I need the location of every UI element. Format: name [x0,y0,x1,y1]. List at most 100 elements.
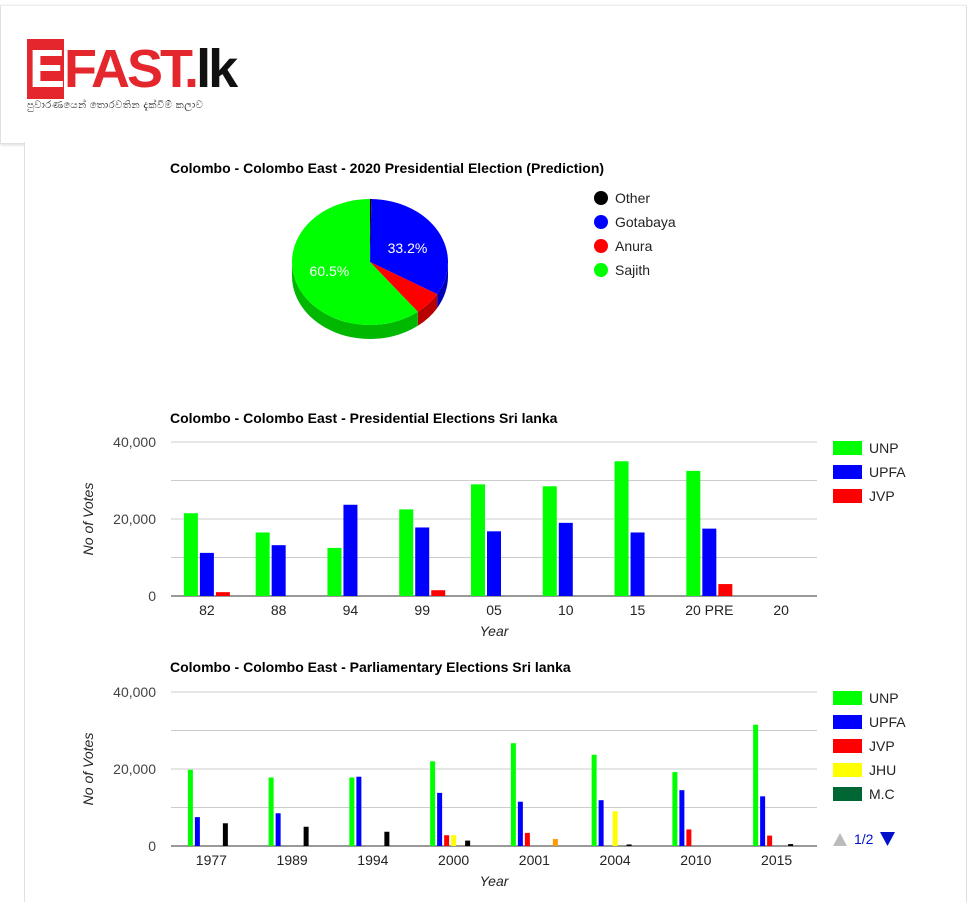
y-tick-label: 0 [148,838,156,854]
bar-upfa-1994 [356,776,362,846]
legend-swatch-anura [594,239,608,253]
x-tick-label-2000: 2000 [438,852,469,868]
bar-upfa-15 [630,532,645,596]
presidential-legend: UNP UPFA JVP [833,440,906,504]
efast-logo[interactable]: EFAST.lk පුවාරණයෙන් තොරවතින දැක්වීම් කලා… [27,39,238,111]
legend-label-gotabaya: Gotabaya [615,214,676,230]
bar-other-2015 [788,844,794,846]
pie-slice-sajith [292,199,418,325]
presidential-bar-chart: Colombo - Colombo East - Presidential El… [80,410,906,639]
x-tick-label-94: 94 [343,602,359,618]
bar-other-1977 [222,823,228,846]
x-tick-label-20: 20 [773,602,789,618]
bar-unp-05 [471,484,485,596]
bar-other-1989 [303,826,309,846]
legend-pager: 1/2 [833,831,895,847]
pie-body: 33.2% 60.5% [292,199,449,340]
bar-jvp-2000 [444,835,450,846]
x-tick-label-05: 05 [486,602,502,618]
bar-unp-20-pre [686,470,701,596]
bar-upfa-2004 [598,800,604,846]
bar-unp-2015 [753,724,759,846]
bar-upfa-10 [558,522,573,596]
bar-unp-15 [614,461,629,596]
legend-swatch-jhu [833,763,862,777]
logo-wordmark: EFAST.lk [27,39,238,99]
pie-slice-other [370,199,372,262]
x-tick-label-1977: 1977 [196,852,227,868]
bar-other-2001 [552,839,558,846]
legend-label-unp: UNP [869,690,899,706]
bar-unp-1994 [349,777,355,846]
legend-page-indicator: 1/2 [854,831,874,847]
bar-unp-2004 [591,754,597,846]
x-tick-label-2001: 2001 [519,852,550,868]
parliamentary-chart-title: Colombo - Colombo East - Parliamentary E… [170,659,571,675]
x-tick-label-82: 82 [199,602,215,618]
presidential-y-axis-label: No of Votes [80,483,96,556]
bar-jvp-20-pre [718,584,733,596]
pie-legend: Other Gotabaya Anura Sajith [594,190,676,278]
x-tick-label-20-pre: 20 PRE [685,602,733,618]
legend-label-sajith: Sajith [615,262,650,278]
x-tick-label-2010: 2010 [680,852,711,868]
bar-unp-1977 [187,769,193,846]
x-tick-label-2015: 2015 [761,852,792,868]
legend-swatch-unp [833,691,862,705]
parliamentary-bar-chart: Colombo - Colombo East - Parliamentary E… [80,659,906,889]
bar-upfa-2000 [437,792,443,846]
bar-upfa-2001 [517,801,523,846]
legend-swatch-jvp [833,489,862,503]
parliamentary-bars [187,724,794,846]
bar-upfa-05 [487,531,501,596]
x-tick-label-88: 88 [271,602,287,618]
bar-other-2000 [465,840,471,846]
bar-other-1994 [384,831,390,846]
x-tick-label-2004: 2004 [600,852,631,868]
bar-unp-99 [399,509,414,596]
legend-swatch-upfa [833,465,862,479]
legend-label-jhu: JHU [869,762,896,778]
bar-jvp-99 [431,590,446,596]
parliamentary-legend: UNP UPFA JVP JHU M.C [833,690,906,802]
bar-jvp-2010 [686,829,692,846]
legend-label-other: Other [615,190,650,206]
parliamentary-y-axis-label: No of Votes [80,733,96,806]
legend-swatch-sajith [594,263,608,277]
bar-unp-2001 [510,743,516,846]
y-tick-label: 40,000 [113,434,156,450]
legend-page-up-icon[interactable] [833,833,847,846]
y-tick-label: 0 [148,588,156,604]
legend-label-jvp: JVP [869,738,895,754]
pie-slice-gotabaya [370,199,449,295]
bar-jhu-2000 [451,835,457,846]
bar-upfa-94 [343,504,358,596]
logo-tagline: පුවාරණයෙන් තොරවතින දැක්වීම් කලාව [27,100,204,111]
legend-page-down-icon[interactable] [880,832,895,846]
content-panel [24,142,967,902]
bar-upfa-1989 [275,813,281,846]
presidential-y-ticks: 0 20,000 40,000 [113,434,156,604]
y-tick-label: 40,000 [113,684,156,700]
parliamentary-x-axis-label: Year [480,873,510,889]
bar-unp-2010 [672,772,678,846]
bar-jvp-2001 [524,832,530,846]
pie-chart: Colombo - Colombo East - 2020 Presidenti… [170,160,676,340]
pie-chart-title: Colombo - Colombo East - 2020 Presidenti… [170,160,604,176]
y-tick-label: 20,000 [113,761,156,777]
legend-label-unp: UNP [869,440,899,456]
pie-slice-label-gotabaya: 33.2% [388,240,428,256]
bar-other-2004 [626,844,632,846]
x-tick-label-99: 99 [414,602,430,618]
bar-unp-88 [255,532,270,596]
parliamentary-grid [171,691,817,847]
bar-unp-10 [542,486,557,596]
bar-unp-1989 [268,777,274,846]
legend-label-upfa: UPFA [869,714,906,730]
presidential-x-ticks: 82 88 94 99 05 10 15 20 PRE 20 [199,602,789,618]
bar-upfa-2015 [760,796,766,846]
site-header: EFAST.lk පුවාරණයෙන් තොරවතින දැක්වීම් කලා… [0,5,967,144]
bar-unp-2000 [430,761,436,846]
bar-upfa-82 [199,552,214,596]
bar-upfa-20-pre [702,528,717,596]
